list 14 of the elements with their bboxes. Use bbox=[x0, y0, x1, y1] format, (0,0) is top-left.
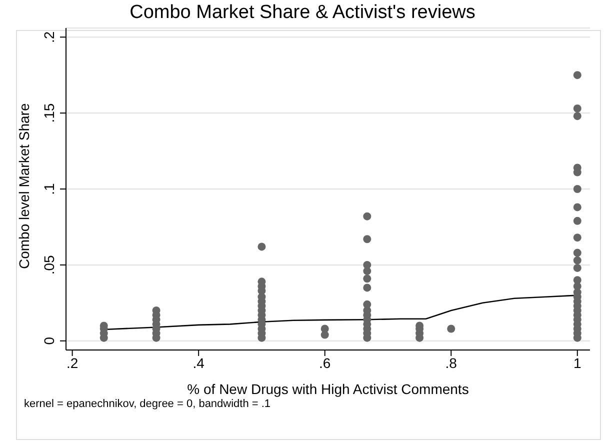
text: kernel = epanechnikov, degree = 0, bandwidth = .1 bbox=[24, 398, 271, 410]
x-tick-label: .8 bbox=[445, 354, 458, 371]
y-tick-label: 0 bbox=[41, 336, 57, 345]
x-tick-label: .2 bbox=[66, 354, 78, 371]
y-tick-label: .1 bbox=[41, 182, 57, 195]
chart-title: Combo Market Share & Activist's reviews bbox=[128, 2, 476, 24]
x-tick-label: 1 bbox=[573, 354, 582, 371]
y-tick-label: .15 bbox=[41, 103, 57, 123]
x-tick-label: .4 bbox=[192, 354, 205, 371]
y-axis-title: Combo level Market Share bbox=[16, 103, 32, 269]
x-axis-title: % of New Drugs with High Activist Comments bbox=[187, 381, 469, 397]
x-tick-label: .6 bbox=[319, 354, 331, 371]
y-tick-label: .05 bbox=[41, 255, 57, 275]
y-tick-label: .2 bbox=[41, 31, 57, 43]
